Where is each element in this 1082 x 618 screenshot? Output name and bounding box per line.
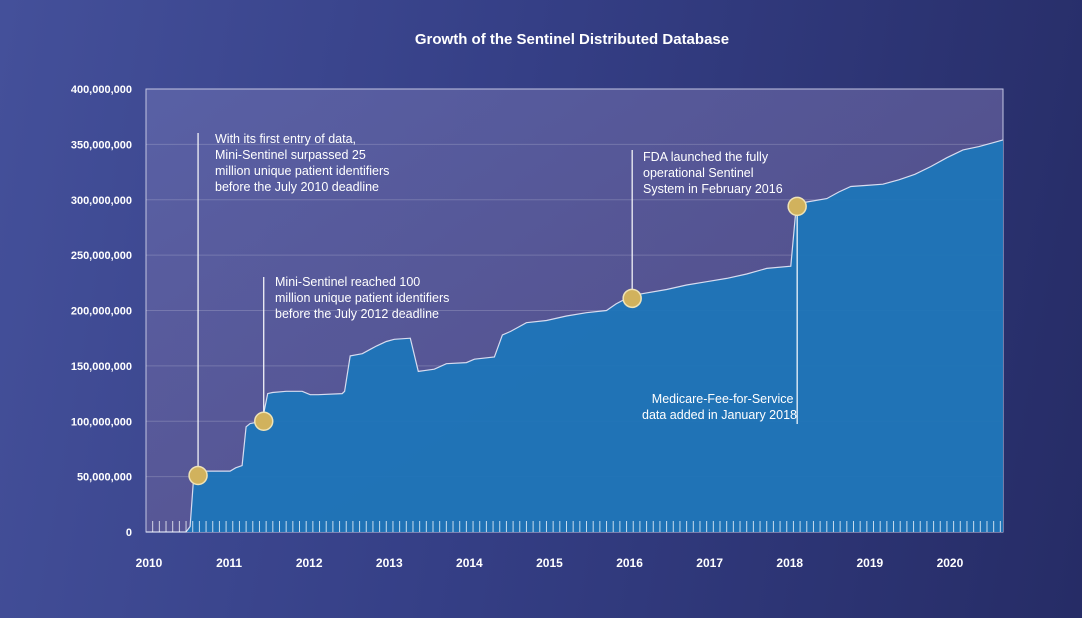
annotation-lines — [197, 133, 798, 476]
annotation-2010: With its first entry of data, Mini-Senti… — [215, 132, 393, 194]
chart-title: Growth of the Sentinel Distributed Datab… — [415, 31, 729, 48]
x-tick-label: 2014 — [456, 556, 483, 570]
milestone-marker — [787, 196, 807, 217]
x-tick-label: 2020 — [937, 556, 964, 570]
y-tick-label: 100,000,000 — [71, 416, 132, 428]
x-tick-label: 2015 — [536, 556, 563, 570]
milestone-marker — [253, 411, 274, 431]
x-tick-label: 2019 — [856, 556, 883, 570]
x-tick-label: 2012 — [296, 556, 323, 570]
milestone-markers — [188, 196, 807, 486]
x-tick-label: 2018 — [776, 556, 803, 570]
milestone-marker — [188, 465, 208, 486]
x-tick-label: 2010 — [136, 556, 163, 570]
milestone-marker — [622, 288, 642, 309]
y-tick-label: 250,000,000 — [71, 250, 132, 262]
y-axis-ticks: 0 50,000,000 100,000,000 150,000,000 200,000… — [71, 84, 132, 539]
annotation-2018: Medicare-Fee-for-Service data added in J… — [642, 392, 797, 422]
area-series — [146, 139, 1004, 533]
y-tick-label: 150,000,000 — [71, 361, 132, 373]
x-tick-label: 2017 — [696, 556, 723, 570]
series-line — [146, 139, 1004, 533]
y-tick-label: 350,000,000 — [71, 139, 132, 151]
series-area — [146, 139, 1003, 532]
minor-ticks — [152, 521, 1001, 532]
annotation-2012: Mini-Sentinel reached 100 million unique… — [275, 275, 453, 321]
x-tick-label: 2013 — [376, 556, 403, 570]
y-tick-label: 400,000,000 — [71, 84, 132, 96]
y-tick-label: 50,000,000 — [77, 472, 132, 484]
x-axis-ticks: 2010 2011 2012 2013 2014 2015 2016 2017 2018 2019… — [136, 556, 964, 570]
x-tick-label: 2011 — [216, 556, 242, 570]
y-tick-label: 300,000,000 — [71, 195, 132, 207]
y-tick-label: 0 — [126, 527, 132, 539]
x-tick-label: 2016 — [616, 556, 643, 570]
y-tick-label: 200,000,000 — [71, 306, 132, 318]
annotation-2016: FDA launched the fully operational Senti… — [643, 150, 783, 196]
